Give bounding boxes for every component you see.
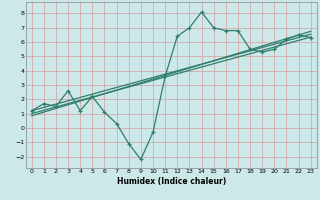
X-axis label: Humidex (Indice chaleur): Humidex (Indice chaleur) [116, 177, 226, 186]
